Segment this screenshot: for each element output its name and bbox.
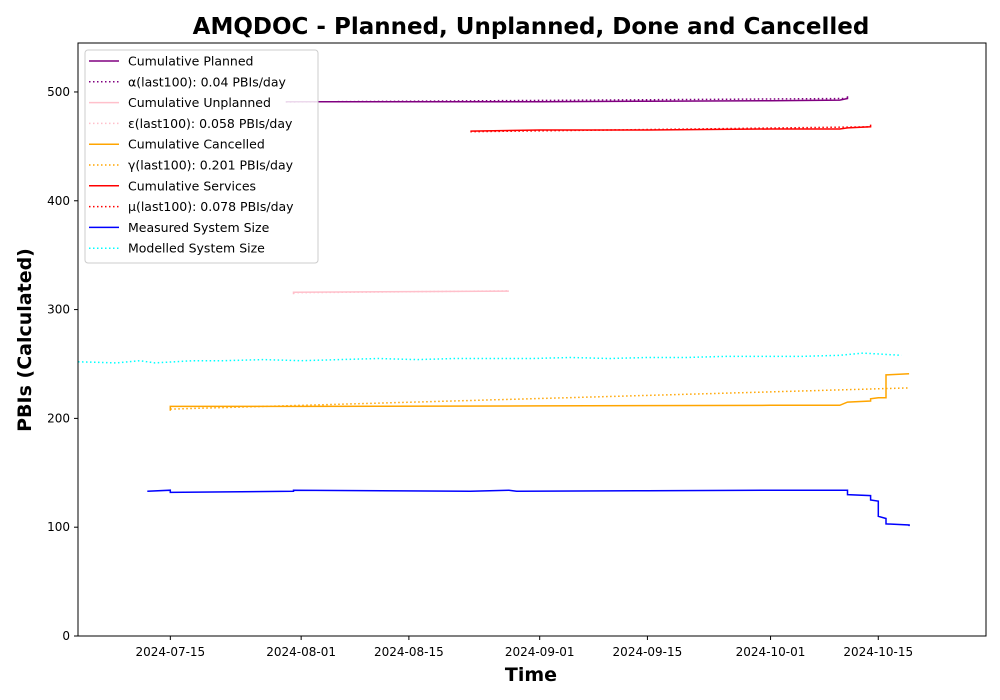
series-line-8-last100-0-078-pbis-day: [470, 126, 871, 133]
x-axis: 2024-07-15 2024-08-01 2024-08-15 2024-09-01…: [135, 636, 913, 659]
legend-label: Measured System Size: [128, 220, 270, 235]
legend-box: [84, 49, 319, 264]
legend-label: μ(last100): 0.078 PBIs/day: [128, 199, 294, 214]
x-tick-label: 2024-08-01: [266, 645, 336, 659]
y-tick-label: 100: [47, 520, 70, 534]
legend-label: α(last100): 0.04 PBIs/day: [128, 74, 287, 89]
y-tick-label: 0: [62, 629, 70, 643]
legend-label: Cumulative Services: [128, 178, 256, 193]
series-line-9-measured-system-size: [147, 489, 910, 527]
y-axis-label: PBIs (Calculated): [14, 248, 36, 432]
series-layer: [77, 96, 910, 527]
legend: Cumulative Planned α(last100): 0.04 PBIs/…: [84, 49, 319, 264]
series-line-2-last100-0-04-pbis-day: [285, 97, 848, 103]
plot-area: [77, 42, 987, 637]
x-tick-label: 2024-08-15: [374, 645, 444, 659]
legend-label: Cumulative Cancelled: [128, 137, 265, 152]
x-tick-label: 2024-10-15: [843, 645, 913, 659]
y-tick-label: 500: [47, 85, 70, 99]
y-tick-label: 300: [47, 303, 70, 317]
series-line-5-cumulative-cancelled: [169, 373, 910, 411]
legend-label: Modelled System Size: [128, 241, 265, 256]
x-tick-label: 2024-07-15: [135, 645, 205, 659]
x-tick-label: 2024-09-01: [505, 645, 575, 659]
legend-label: ε(last100): 0.058 PBIs/day: [128, 116, 293, 131]
series-line-10-modelled-system-size: [77, 352, 902, 364]
x-axis-label: Time: [505, 664, 557, 686]
y-tick-label: 200: [47, 411, 70, 425]
y-tick-label: 400: [47, 194, 70, 208]
x-tick-label: 2024-09-15: [613, 645, 683, 659]
legend-label: Cumulative Unplanned: [128, 95, 271, 110]
legend-label: γ(last100): 0.201 PBIs/day: [128, 158, 294, 173]
legend-label: Cumulative Planned: [128, 54, 253, 69]
chart-title: AMQDOC - Planned, Unplanned, Done and Ca…: [193, 14, 870, 40]
y-axis: 0 100 200 300 400 500: [47, 85, 78, 643]
x-tick-label: 2024-10-01: [736, 645, 806, 659]
